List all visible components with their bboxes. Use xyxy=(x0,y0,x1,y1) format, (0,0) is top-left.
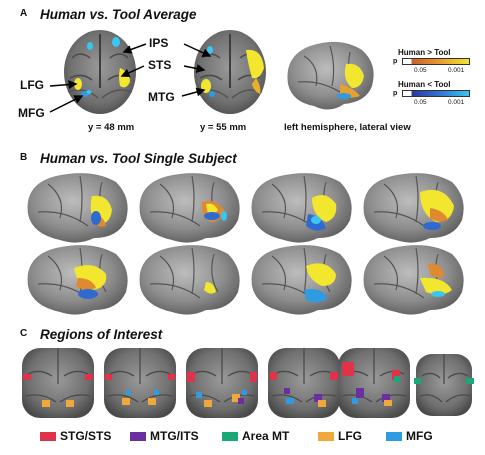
panel-a-title: Human vs. Tool Average xyxy=(40,7,197,22)
caption-y55: y = 55 mm xyxy=(200,122,247,133)
legend-neg-title: Human < Tool xyxy=(398,80,451,89)
legend-neg-tick-1: 0.05 xyxy=(414,99,427,106)
single-subject-brain-1 xyxy=(27,173,128,243)
label-ips: IPS xyxy=(149,36,169,50)
single-subject-brain-2 xyxy=(139,173,240,243)
roi-slice-5 xyxy=(338,348,410,418)
roi-swatch-mfg xyxy=(386,431,402,441)
legend-p-label-neg: p xyxy=(393,90,398,97)
legend-pos-tick-1: 0.05 xyxy=(414,67,427,74)
roi-legend-stg-sts: STG/STS xyxy=(40,429,111,443)
roi-slice-2 xyxy=(104,348,176,418)
label-mtg: MTG xyxy=(148,90,175,104)
roi-swatch-lfg xyxy=(318,431,334,441)
label-lfg: LFG xyxy=(20,78,44,92)
legend-p-label-pos: p xyxy=(393,58,398,65)
roi-swatch-area-mt xyxy=(222,431,238,441)
roi-label-mtg-its: MTG/ITS xyxy=(150,429,199,443)
panel-a-letter: A xyxy=(20,8,28,19)
single-subject-brain-3 xyxy=(251,173,352,243)
single-subject-brain-7 xyxy=(251,245,352,315)
label-mfg: MFG xyxy=(18,106,45,120)
panel-c-title: Regions of Interest xyxy=(40,327,163,342)
single-subject-brain-5 xyxy=(27,245,128,315)
roi-label-lfg: LFG xyxy=(338,429,362,443)
caption-lateral: left hemisphere, lateral view xyxy=(284,122,411,133)
roi-slice-6 xyxy=(414,354,474,416)
roi-swatch-stg-sts xyxy=(40,431,56,441)
roi-legend-mtg-its: MTG/ITS xyxy=(130,429,199,443)
legend-pos-tick-2: 0.001 xyxy=(448,67,465,74)
single-subject-brain-4 xyxy=(363,173,464,243)
coronal-slice-y55 xyxy=(194,30,266,114)
panel-b-letter: B xyxy=(20,152,28,163)
roi-slice-3 xyxy=(186,348,258,418)
panel-b-title: Human vs. Tool Single Subject xyxy=(40,151,237,166)
roi-label-stg-sts: STG/STS xyxy=(60,429,112,443)
roi-legend-area-mt: Area MT xyxy=(222,429,289,443)
legend-pos-colorbar xyxy=(402,58,470,65)
legend-neg-tick-2: 0.001 xyxy=(448,99,465,106)
roi-label-area-mt: Area MT xyxy=(242,429,290,443)
caption-y48: y = 48 mm xyxy=(88,122,135,133)
roi-slices xyxy=(22,348,474,418)
roi-legend-mfg: MFG xyxy=(386,429,433,443)
roi-slice-4 xyxy=(268,348,340,418)
single-subject-brain-8 xyxy=(363,245,464,315)
single-subject-brain-6 xyxy=(139,245,240,315)
legend-pos-title: Human > Tool xyxy=(398,48,451,57)
lateral-brain-average xyxy=(287,41,374,110)
label-sts: STS xyxy=(148,58,172,72)
roi-legend-lfg: LFG xyxy=(318,429,362,443)
roi-swatch-mtg-its xyxy=(130,431,146,441)
panel-c-letter: C xyxy=(20,328,28,339)
roi-label-mfg: MFG xyxy=(406,429,433,443)
legend-neg-colorbar xyxy=(402,90,470,97)
roi-slice-1 xyxy=(22,348,94,418)
